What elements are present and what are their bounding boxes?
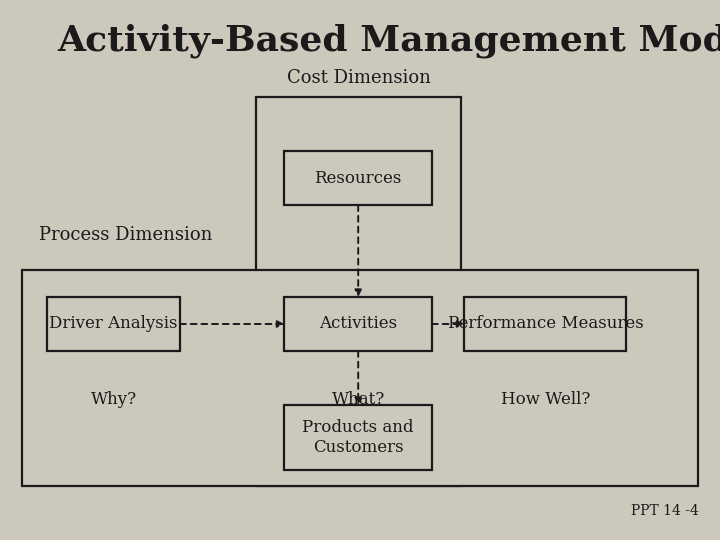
Text: How Well?: How Well?	[501, 391, 590, 408]
Text: Products and
Customers: Products and Customers	[302, 419, 414, 456]
Bar	[284, 405, 432, 470]
Text: Performance Measures: Performance Measures	[448, 315, 643, 333]
Text: Why?: Why?	[91, 391, 137, 408]
Bar	[464, 297, 626, 351]
Text: Activities: Activities	[319, 315, 397, 333]
Bar	[47, 297, 180, 351]
Text: Resources: Resources	[315, 170, 402, 187]
Text: Process Dimension: Process Dimension	[40, 226, 212, 244]
Bar	[22, 270, 698, 486]
Text: What?: What?	[332, 391, 385, 408]
Bar	[284, 297, 432, 351]
Text: PPT 14 -4: PPT 14 -4	[631, 504, 698, 518]
Bar	[256, 97, 461, 486]
Text: Cost Dimension: Cost Dimension	[287, 69, 431, 87]
Text: Activity-Based Management Model: Activity-Based Management Model	[58, 23, 720, 58]
Bar	[284, 151, 432, 205]
Text: Driver Analysis: Driver Analysis	[49, 315, 178, 333]
